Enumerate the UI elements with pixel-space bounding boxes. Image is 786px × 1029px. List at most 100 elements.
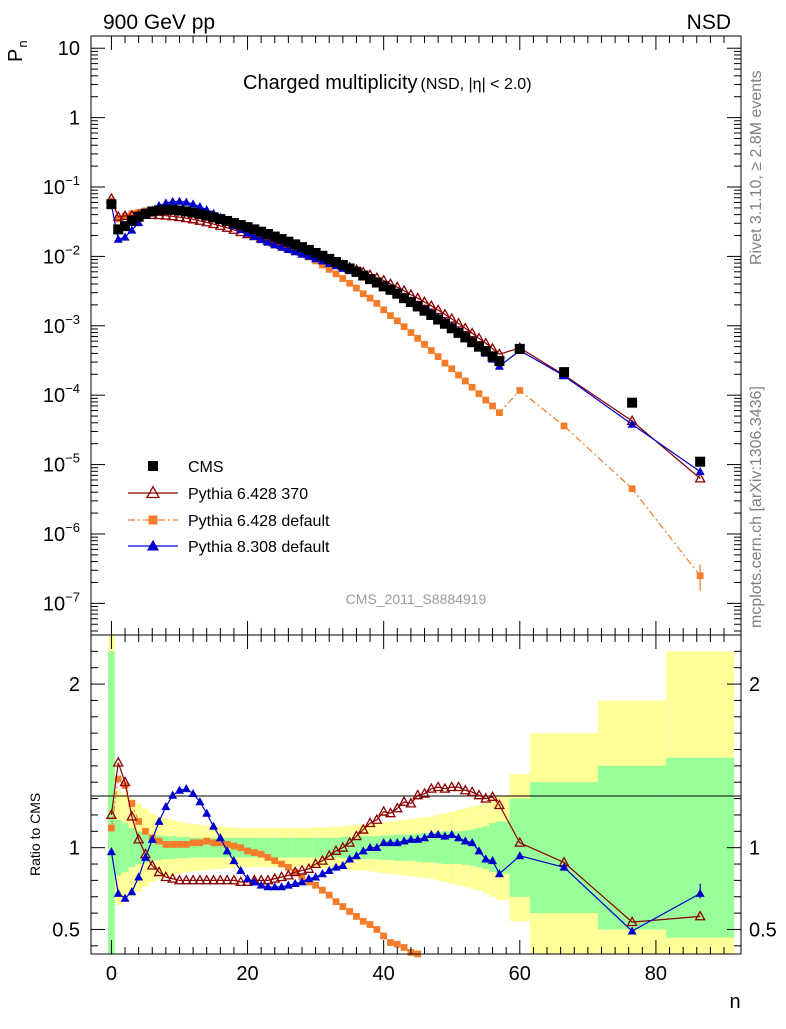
main-series [105,192,706,592]
pythia8-point [188,199,198,208]
cms-point [113,224,124,235]
pythia6-default-point [373,926,381,933]
pythia6-default-point [441,359,449,367]
pythia8-point [481,854,491,863]
pythia6-370-point [201,874,213,885]
stat-band-bin [441,831,449,865]
x-tick-label: 20 [236,963,258,985]
analysis-id: CMS_2011_S8884919 [346,591,487,607]
pythia6-370-point [418,787,431,798]
ratio-y-tick-label-right: 1 [749,838,760,860]
cms-point [351,266,362,277]
pythia6-default-point [319,261,326,269]
pythia6-370-point [446,781,458,792]
pythia8-point [202,808,212,817]
stat-band-bin [461,830,469,865]
x-tick-label: 40 [373,963,395,985]
x-tick-label: 0 [106,963,117,985]
stat-band-bin [495,821,510,874]
stat-band-bin [427,832,435,863]
pythia8-point [392,838,402,847]
stat-band-bin [189,837,197,858]
pythia8-point [304,874,314,883]
legend-label: Pythia 6.428 370 [188,486,308,503]
stat-band-bin [284,837,292,858]
pythia8-point [127,225,137,234]
pythia8-point [426,829,436,838]
stat-band-bin [455,831,462,865]
pythia6-370-point [452,781,465,792]
pythia8-point [147,539,159,551]
pythia6-370-point [398,795,410,806]
pythia8-point [140,852,150,861]
legend-entry: Pythia 6.428 default [128,513,330,530]
cms-point [405,297,416,308]
cms-point [419,305,430,316]
cms-point [194,209,205,220]
pythia6-370-point [303,862,315,873]
pythia6-default-point [108,824,115,832]
y-tick-label: 10−6 [43,520,80,546]
pythia8-point [460,836,470,845]
pythia6-default-point [400,323,408,331]
pythia8-point [433,829,443,838]
ratio-y-tick-label: 2 [69,674,80,696]
pythia6-370-point [275,871,288,882]
pythia8-point [236,865,246,874]
cms-point [215,214,226,225]
pythia6-370-point [405,797,417,808]
stat-band-bin [353,837,360,859]
pythia8-point [559,862,569,871]
pythia6-default-point [169,841,177,848]
pythia6-default-point [482,396,490,404]
pythia6-370-point [187,874,199,885]
pythia6-default-point [264,854,272,861]
pythia8-point [229,856,239,865]
pythia8-point [249,877,259,886]
stat-band-bin [448,831,456,865]
x-tick-label: 80 [645,963,667,985]
pythia6-default-point [461,377,469,385]
pythia6-370-point [126,810,138,821]
cms-point [106,199,117,210]
pythia8-point [474,846,484,855]
cms-point [392,288,403,299]
pythia6-default-point [496,409,503,417]
pythia6-370-point [145,485,161,499]
pythia8-point [222,846,232,855]
title-suffix: (NSD, |η| < 2.0) [421,76,532,93]
cms-point [399,293,410,304]
pythia8-point [263,882,273,891]
ratio-y-tick-label-right: 0.5 [749,919,777,941]
pythia8-point [188,788,198,798]
pythia6-default-point [400,944,408,951]
ratio-ylabel: Ratio to CMS [27,793,43,876]
pythia8-point [243,874,253,883]
stat-band-bin [305,837,313,858]
legend-entry: Pythia 6.428 370 [128,485,308,503]
pythia8-point [454,833,464,842]
pythia6-370-point [207,874,220,885]
pythia6-default-point [373,300,381,307]
pythia8-point [290,247,300,256]
pythia6-370-point [480,792,492,803]
cms-point [133,211,144,222]
pythia8-point [324,865,334,874]
cms-point [290,239,301,250]
pythia6-default-point [353,912,360,920]
pythia6-default-point [230,842,238,850]
cms-point [365,274,376,285]
pythia6-default-point [387,312,394,320]
pythia8-point [215,833,225,842]
stat-band-bin [400,834,408,861]
pythia8-point [399,836,409,845]
pythia8-point [627,419,637,428]
stat-band-bin [216,837,224,858]
pythia6-370-point [344,836,356,847]
stat-band-bin [530,782,599,914]
stat-band-bin [346,837,354,859]
cms-point [514,343,525,354]
cms-point [446,323,457,334]
pythia6-default-point [353,284,360,292]
pythia6-default-point [278,860,285,868]
